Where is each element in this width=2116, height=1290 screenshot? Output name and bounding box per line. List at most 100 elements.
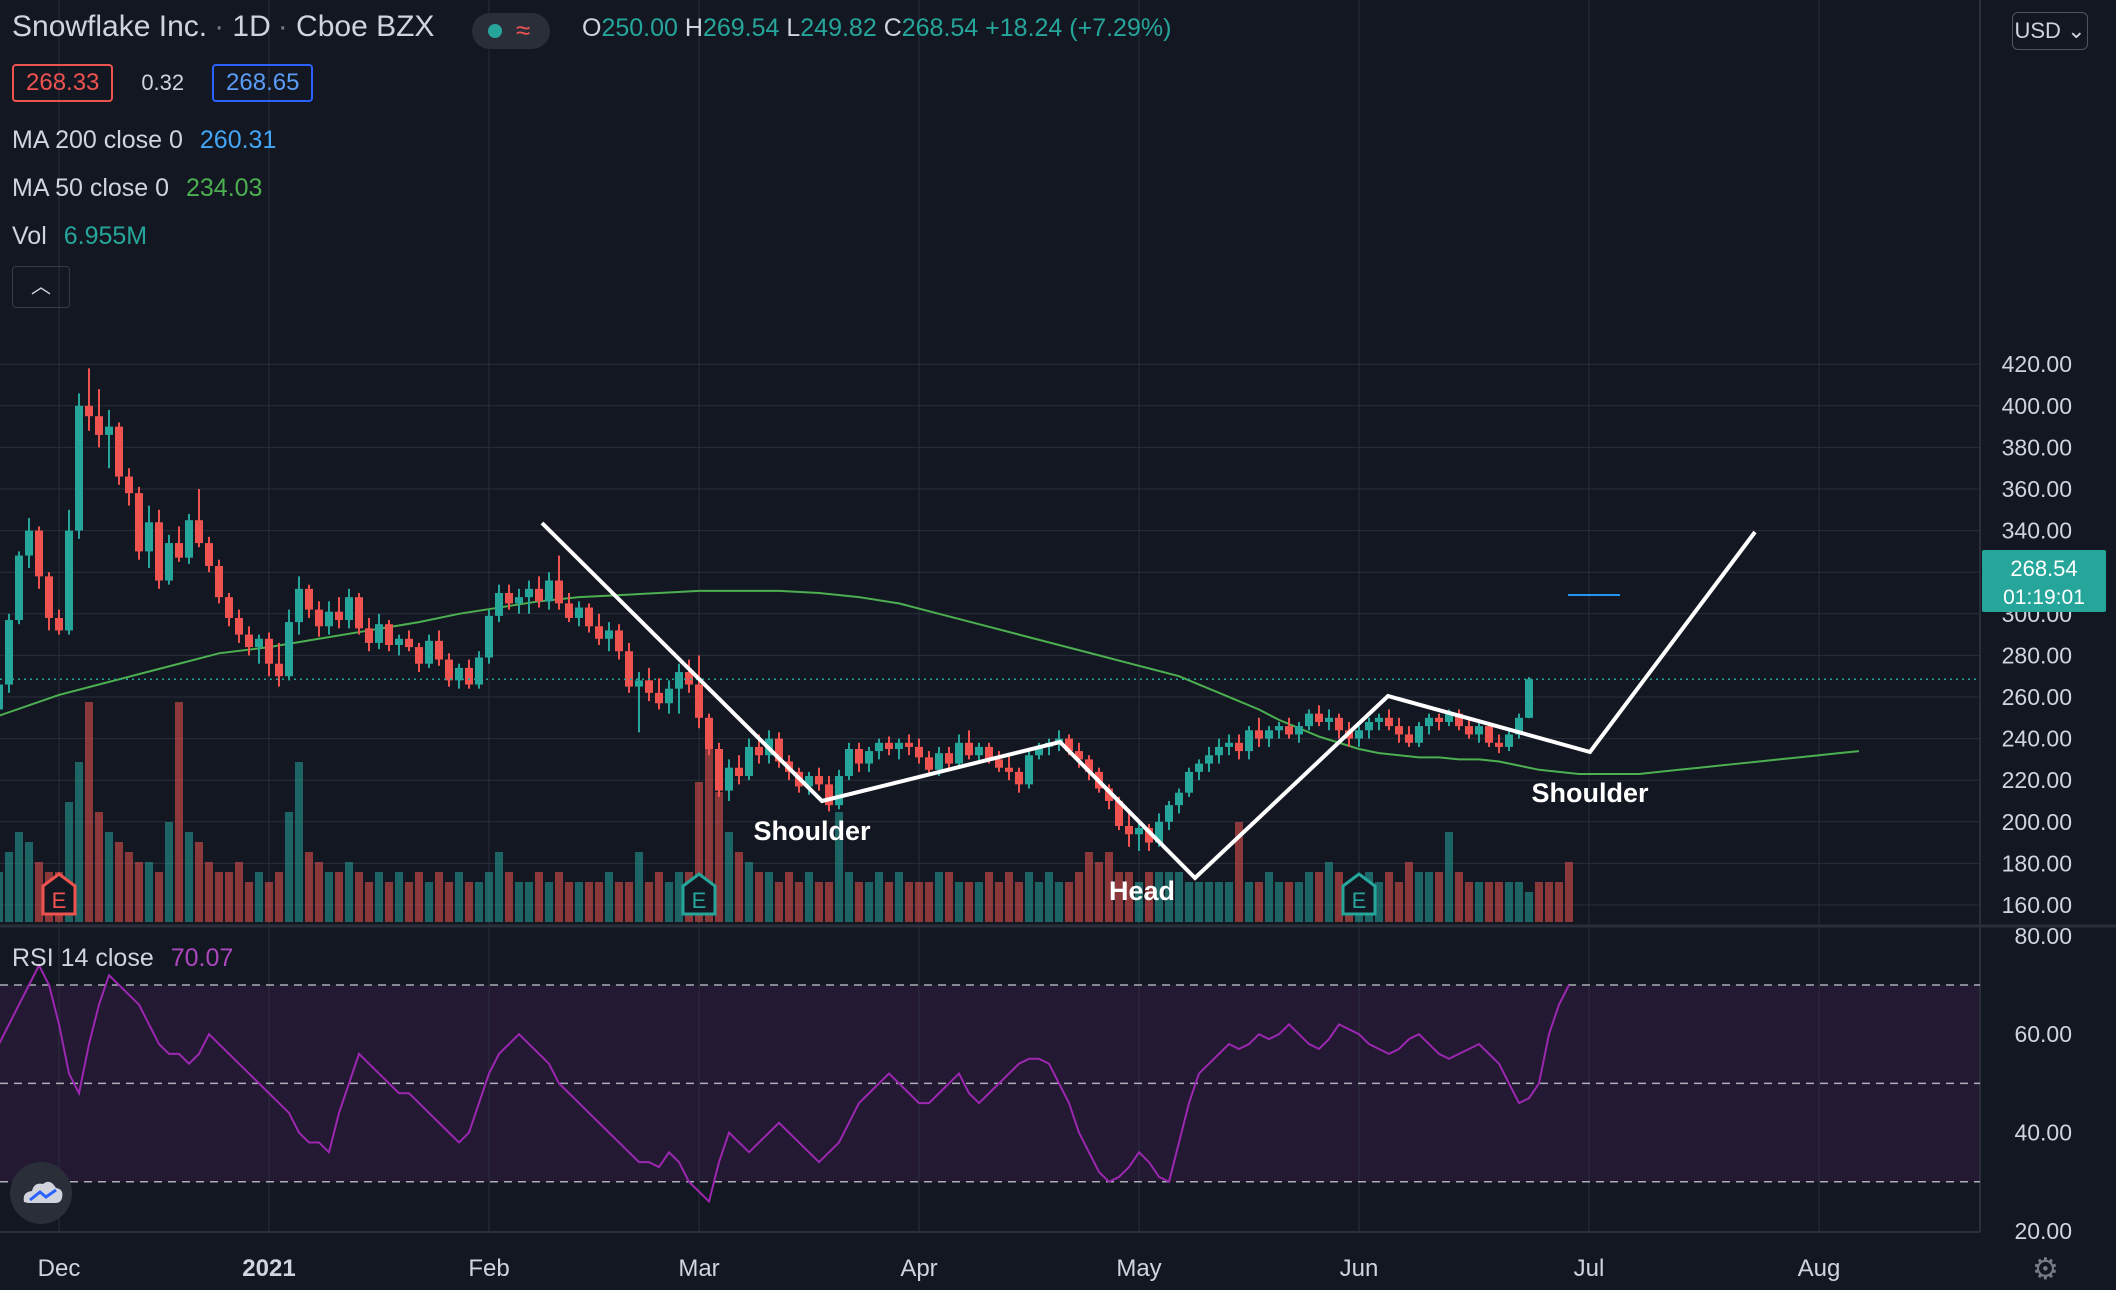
candle-body (1285, 726, 1293, 735)
candle (175, 526, 183, 562)
candle-body (365, 628, 373, 643)
tradingview-logo[interactable] (10, 1162, 72, 1224)
volume-bar (1155, 872, 1163, 922)
candle (1395, 717, 1403, 743)
volume-bar (0, 872, 3, 922)
candle-body (1225, 742, 1233, 747)
candle (455, 663, 463, 689)
candle-body (925, 757, 933, 770)
candle (1505, 730, 1513, 752)
settings-gear-icon[interactable]: ⚙ (2032, 1253, 2059, 1286)
candle-body (145, 522, 153, 552)
candle-body (445, 659, 453, 681)
candle-body (685, 672, 693, 685)
status-pill[interactable]: ≈ (472, 13, 550, 49)
ma50-legend[interactable]: MA 50 close 0 234.03 (12, 174, 262, 203)
ma200-legend[interactable]: MA 200 close 0 260.31 (12, 126, 276, 155)
volume-bar (725, 832, 733, 922)
candle (375, 613, 383, 650)
candle (585, 603, 593, 633)
candle (1235, 734, 1243, 760)
candle (355, 593, 363, 635)
candle (495, 584, 503, 623)
volume-bar (965, 882, 973, 922)
volume-bar (995, 882, 1003, 922)
volume-bar (205, 862, 213, 922)
volume-bar (945, 872, 953, 922)
volume-bar (435, 872, 443, 922)
candle (645, 667, 653, 702)
candle (595, 613, 603, 645)
volume-bar (625, 882, 633, 922)
candle (775, 732, 783, 768)
candle-body (1105, 788, 1113, 801)
candle-body (805, 776, 813, 787)
candle (1275, 721, 1283, 739)
candle-body (105, 426, 113, 435)
ask-price[interactable]: 268.65 (212, 64, 314, 102)
time-axis-label: Jun (1340, 1255, 1379, 1282)
volume-bar (355, 872, 363, 922)
candle-body (125, 476, 133, 494)
volume-bar (235, 862, 243, 922)
currency-select[interactable]: USD ⌄ (2012, 12, 2088, 50)
collapse-legend-button[interactable]: ︿ (12, 266, 70, 308)
volume-legend[interactable]: Vol 6.955M (12, 222, 147, 251)
volume-bar (1255, 882, 1263, 922)
volume-bar (715, 792, 723, 922)
candle (1365, 717, 1373, 739)
candle-body (1515, 717, 1523, 735)
volume-bar (1005, 872, 1013, 922)
earnings-marker: E (1341, 872, 1377, 916)
candle (905, 734, 913, 756)
volume-bar (225, 872, 233, 922)
candle (265, 632, 273, 677)
candle-body (535, 588, 543, 602)
price-axis-label: 200.00 (2002, 809, 2072, 835)
volume-bar (1215, 882, 1223, 922)
candle (1295, 721, 1303, 743)
candle (815, 767, 823, 791)
volume-bar (135, 862, 143, 922)
candle-body (155, 522, 163, 581)
volume-bar (315, 862, 323, 922)
candle-body (1175, 792, 1183, 806)
rsi-legend[interactable]: RSI 14 close 70.07 (12, 944, 233, 973)
candle (385, 620, 393, 652)
volume-bar (555, 872, 563, 922)
candle-body (1245, 730, 1253, 752)
symbol-name[interactable]: Snowflake Inc. (12, 10, 208, 43)
candle (525, 580, 533, 614)
price-axis-label: 260.00 (2002, 684, 2072, 710)
candle (995, 751, 1003, 772)
candle (565, 593, 573, 623)
interval-label[interactable]: 1D (232, 10, 271, 43)
earnings-label: E (1352, 888, 1367, 913)
price-axis-label: 220.00 (2002, 767, 2072, 793)
volume-bar (655, 872, 663, 922)
candle-body (1465, 726, 1473, 735)
volume-bar (695, 782, 703, 922)
time-axis-label: May (1116, 1255, 1161, 1282)
volume-bar (265, 882, 273, 922)
volume-bar (1565, 862, 1573, 922)
volume-bar (865, 882, 873, 922)
candle (235, 609, 243, 643)
time-axis-label: Jul (1574, 1255, 1605, 1282)
candle-body (545, 580, 553, 602)
candle (325, 601, 333, 635)
volume-bar (905, 882, 913, 922)
bid-price[interactable]: 268.33 (12, 64, 114, 102)
rsi-axis-label: 20.00 (2014, 1218, 2072, 1244)
candle-body (0, 684, 3, 710)
candle-body (425, 640, 433, 664)
volume-bar (345, 862, 353, 922)
candle-body (35, 530, 43, 577)
volume-bar (325, 872, 333, 922)
candle (295, 576, 303, 635)
volume-bar (1115, 872, 1123, 922)
candle-body (1275, 726, 1283, 731)
volume-bar (795, 882, 803, 922)
volume-bar (1085, 852, 1093, 922)
